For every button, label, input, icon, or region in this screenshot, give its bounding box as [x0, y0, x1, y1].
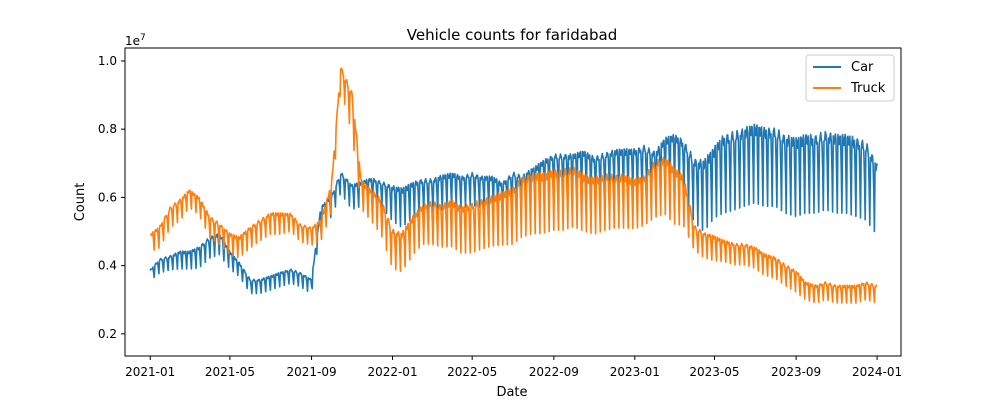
- x-tick-label: 2023-05: [689, 365, 739, 379]
- legend-label-car: Car: [851, 60, 874, 75]
- chart-title: Vehicle counts for faridabad: [407, 26, 617, 44]
- x-tick-label: 2024-01: [852, 365, 902, 379]
- x-tick-label: 2022-05: [447, 365, 497, 379]
- y-axis-exponent: 7: [140, 33, 146, 43]
- x-tick-label: 2022-09: [529, 365, 579, 379]
- x-tick-label: 2023-01: [610, 365, 660, 379]
- plot-frame: [124, 47, 902, 357]
- x-tick-label: 2021-05: [205, 365, 255, 379]
- y-axis-label: Count: [73, 183, 88, 222]
- y-axis: 0.2 0.4 0.6 0.8 1.0: [98, 54, 125, 341]
- x-tick-label: 2021-09: [286, 365, 336, 379]
- legend: Car Truck: [805, 54, 895, 102]
- x-axis: 2021-01 2021-05 2021-09 2022-01 2022-05 2022-…: [125, 356, 902, 379]
- x-tick-label: 2022-01: [367, 365, 417, 379]
- y-tick-label: 0.8: [98, 122, 117, 136]
- series-line-truck: [150, 67, 878, 304]
- y-tick-label: 0.4: [98, 259, 117, 273]
- x-axis-label: Date: [496, 385, 527, 400]
- series-layer: [149, 67, 878, 304]
- y-tick-label: 0.2: [98, 327, 117, 341]
- x-tick-label: 2021-01: [125, 365, 175, 379]
- x-tick-label: 2023-09: [771, 365, 821, 379]
- series-line-car: [149, 123, 878, 295]
- plot-area: [124, 47, 902, 357]
- y-axis-multiplier: 1e7: [125, 33, 146, 48]
- legend-label-truck: Truck: [850, 81, 886, 96]
- y-tick-label: 0.6: [98, 190, 117, 204]
- y-tick-label: 1.0: [98, 54, 117, 68]
